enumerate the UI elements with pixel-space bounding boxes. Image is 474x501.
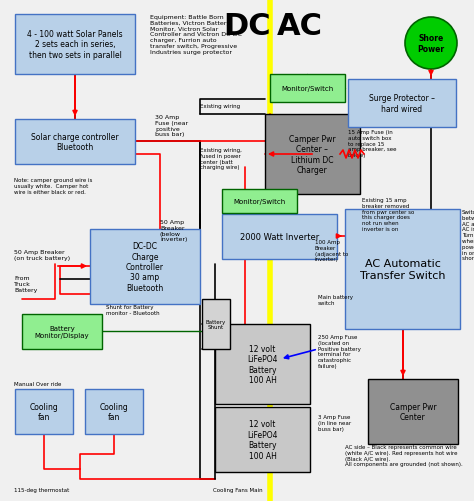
FancyBboxPatch shape — [202, 300, 230, 349]
FancyBboxPatch shape — [22, 314, 102, 349]
Text: 12 volt
LiFePO4
Battery
100 AH: 12 volt LiFePO4 Battery 100 AH — [247, 419, 278, 460]
FancyBboxPatch shape — [90, 229, 200, 305]
FancyBboxPatch shape — [215, 324, 310, 404]
Text: 12 volt
LiFePO4
Battery
100 AH: 12 volt LiFePO4 Battery 100 AH — [247, 344, 278, 384]
FancyBboxPatch shape — [222, 214, 337, 260]
Text: Monitor/Switch: Monitor/Switch — [282, 86, 334, 92]
Circle shape — [405, 18, 457, 70]
Text: AC side – Black represents common wire
(white A/C wire). Red represents hot wire: AC side – Black represents common wire (… — [345, 444, 463, 466]
Text: 2000 Watt Inverter: 2000 Watt Inverter — [240, 232, 319, 241]
Text: Cooling
fan: Cooling fan — [100, 402, 128, 421]
Text: Shunt for Battery
monitor - Bluetooth: Shunt for Battery monitor - Bluetooth — [106, 305, 160, 315]
Text: Main battery
switch: Main battery switch — [318, 295, 353, 305]
FancyBboxPatch shape — [368, 379, 458, 444]
FancyBboxPatch shape — [345, 209, 460, 329]
Text: Camper Pwr
Center: Camper Pwr Center — [390, 402, 436, 421]
FancyBboxPatch shape — [85, 389, 143, 434]
FancyBboxPatch shape — [215, 407, 310, 472]
Text: From
Truck
Battery: From Truck Battery — [14, 276, 37, 292]
FancyBboxPatch shape — [15, 389, 73, 434]
Text: Existing wiring: Existing wiring — [200, 104, 240, 109]
Text: 100 Amp
Breaker
(adjacent to
inverter): 100 Amp Breaker (adjacent to inverter) — [315, 239, 348, 262]
FancyBboxPatch shape — [270, 75, 345, 103]
Text: Existing 15 amp
breaker removed
from pwr center so
this charger does
not run whe: Existing 15 amp breaker removed from pwr… — [362, 197, 414, 231]
Text: 50 Amp Breaker
(on truck battery): 50 Amp Breaker (on truck battery) — [14, 249, 70, 261]
Text: Battery
Monitor/Display: Battery Monitor/Display — [35, 325, 89, 338]
Text: 4 - 100 watt Solar Panels
2 sets each in series,
then two sets in parallel: 4 - 100 watt Solar Panels 2 sets each in… — [27, 30, 123, 60]
Text: 250 Amp Fuse
(located on
Positive battery
terminal for
catastrophic
failure): 250 Amp Fuse (located on Positive batter… — [318, 334, 361, 368]
FancyBboxPatch shape — [265, 115, 360, 194]
Text: Monitor/Switch: Monitor/Switch — [233, 198, 286, 204]
Text: Manual Over ride: Manual Over ride — [14, 381, 61, 386]
Text: Battery
Shunt: Battery Shunt — [206, 319, 226, 330]
Text: 3 Amp Fuse
(in line near
buss bar): 3 Amp Fuse (in line near buss bar) — [318, 414, 351, 431]
Text: Surge Protector –
hard wired: Surge Protector – hard wired — [369, 94, 435, 113]
FancyBboxPatch shape — [15, 120, 135, 165]
Text: DC-DC
Charge
Controller
30 amp
Bluetooth: DC-DC Charge Controller 30 amp Bluetooth — [126, 241, 164, 292]
FancyBboxPatch shape — [222, 189, 297, 213]
Text: Solar charge controller
Bluetooth: Solar charge controller Bluetooth — [31, 133, 119, 152]
Text: 50 Amp
Breaker
(below
inverter): 50 Amp Breaker (below inverter) — [160, 219, 187, 242]
Text: Cooling Fans Main: Cooling Fans Main — [213, 487, 263, 492]
Text: 115-deg thermostat: 115-deg thermostat — [14, 487, 69, 492]
Text: Existing wiring,
fused in power
center (batt
charging wire): Existing wiring, fused in power center (… — [200, 148, 242, 170]
Text: Camper Pwr
Center –
Lithium DC
Charger: Camper Pwr Center – Lithium DC Charger — [289, 135, 336, 175]
Text: DC: DC — [223, 12, 271, 41]
Text: 30 Amp
Fuse (near
positive
buss bar): 30 Amp Fuse (near positive buss bar) — [155, 115, 188, 137]
Text: AC Automatic
Transfer Switch: AC Automatic Transfer Switch — [360, 259, 445, 280]
Text: Note: camper ground wire is
usually white.  Camper hot
wire is either black or r: Note: camper ground wire is usually whit… — [14, 178, 92, 194]
Text: Cooling
fan: Cooling fan — [29, 402, 58, 421]
Text: Equipment: Battle Born
Batteries, Victron Battery
Monitor, Victron Solar
Control: Equipment: Battle Born Batteries, Victro… — [150, 15, 242, 55]
Text: Switching
between Shore
AC and Inverter
AC is automatic.
Turn off inverter
when : Switching between Shore AC and Inverter … — [462, 209, 474, 261]
Text: AC: AC — [277, 12, 323, 41]
Text: 15 Amp Fuse (in
auto switch box
to replace 15
amp breaker, see
below): 15 Amp Fuse (in auto switch box to repla… — [348, 130, 396, 158]
FancyBboxPatch shape — [15, 15, 135, 75]
FancyBboxPatch shape — [348, 80, 456, 128]
Text: Shore
Power: Shore Power — [418, 34, 445, 54]
